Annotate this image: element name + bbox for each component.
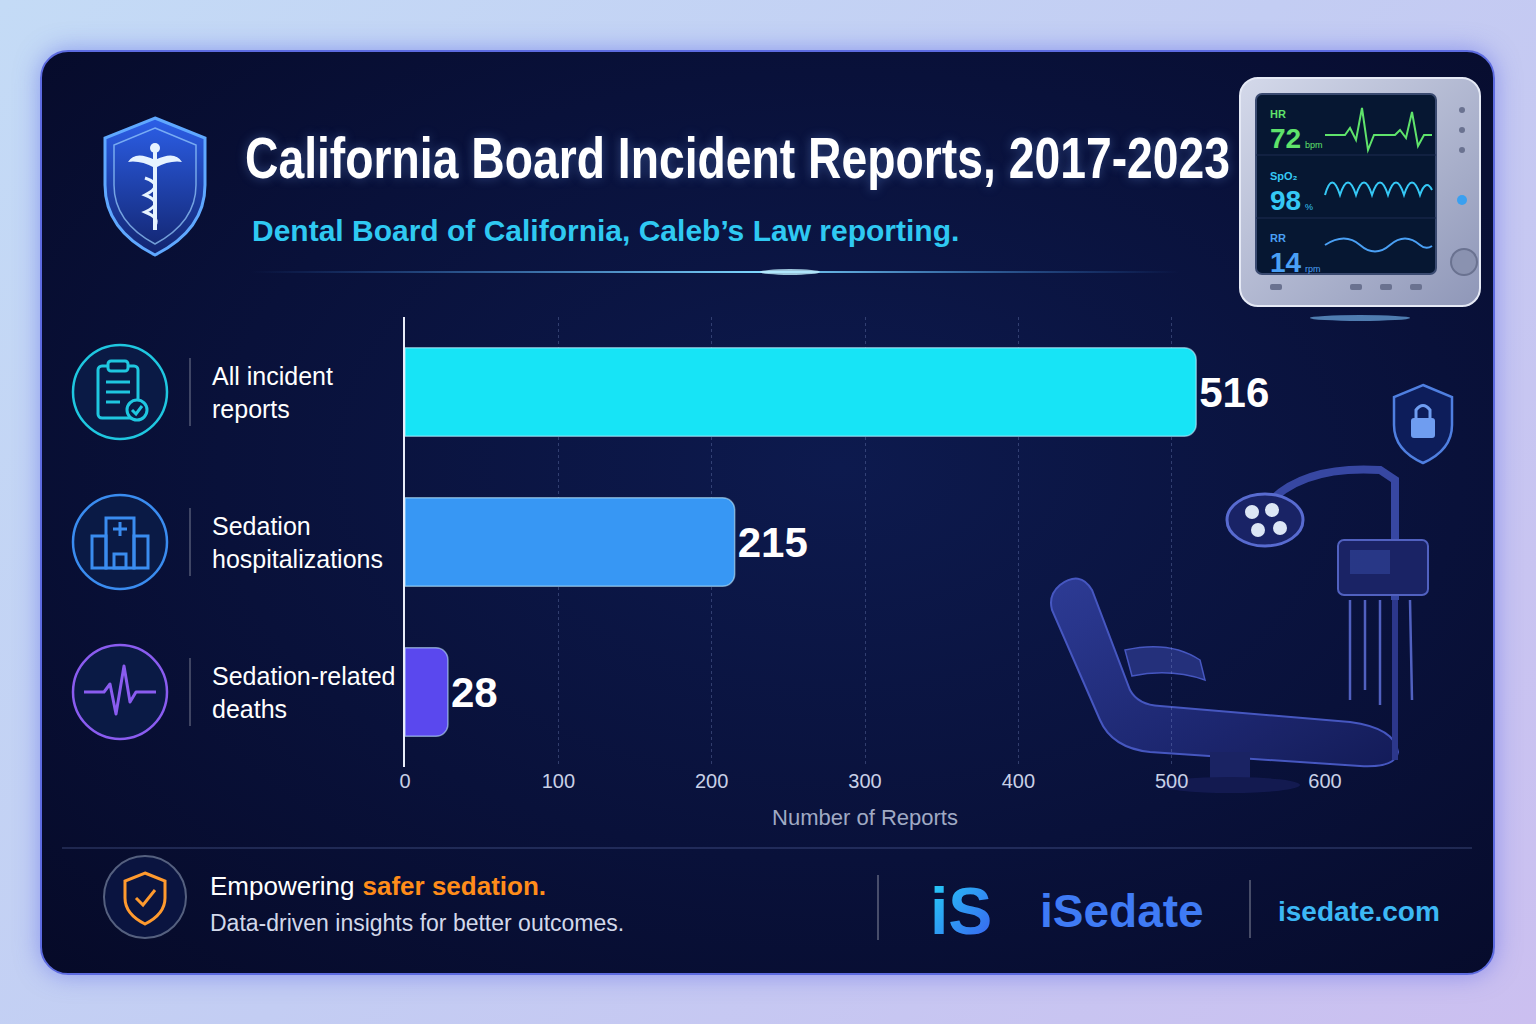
html-text:iSedate: iSedate bbox=[1040, 885, 1204, 937]
html-text:California Board Incident Repo: California Board Incident Reports, 2017-… bbox=[245, 125, 1230, 190]
svg-text:RR: RR bbox=[1270, 232, 1286, 244]
html-text:Dental Board of California, Ca: Dental Board of California, Caleb’s Law … bbox=[252, 214, 960, 247]
svg-text:Sedationhospitalizations: Sedationhospitalizations bbox=[212, 512, 383, 573]
svg-text:500: 500 bbox=[1155, 770, 1188, 792]
svg-text:98: 98 bbox=[1270, 185, 1301, 216]
svg-text:100: 100 bbox=[542, 770, 575, 792]
html-text:Data-driven insights for bette: Data-driven insights for better outcomes… bbox=[210, 910, 625, 936]
svg-text:400: 400 bbox=[1002, 770, 1035, 792]
svg-text:iS: iS bbox=[930, 874, 992, 948]
svg-text:0: 0 bbox=[399, 770, 410, 792]
svg-text:bpm: bpm bbox=[1305, 140, 1323, 150]
svg-text:Number of Reports: Number of Reports bbox=[772, 805, 958, 830]
svg-text:600: 600 bbox=[1308, 770, 1341, 792]
svg-text:14: 14 bbox=[1270, 247, 1302, 278]
svg-text:rpm: rpm bbox=[1305, 264, 1321, 274]
svg-text:72: 72 bbox=[1270, 123, 1301, 154]
html-text:Empowering safer sedation.: Empowering safer sedation. bbox=[210, 871, 546, 901]
svg-text:28: 28 bbox=[451, 669, 498, 716]
svg-text:HR: HR bbox=[1270, 108, 1286, 120]
svg-text:All incidentreports: All incidentreports bbox=[212, 362, 333, 423]
svg-text:%: % bbox=[1305, 202, 1313, 212]
html-text:isedate.com: isedate.com bbox=[1278, 896, 1440, 927]
svg-text:200: 200 bbox=[695, 770, 728, 792]
svg-text:215: 215 bbox=[738, 519, 808, 566]
svg-text:Sedation-relateddeaths: Sedation-relateddeaths bbox=[212, 662, 395, 723]
svg-text:516: 516 bbox=[1199, 369, 1269, 416]
svg-text:300: 300 bbox=[848, 770, 881, 792]
svg-text:SpO₂: SpO₂ bbox=[1270, 170, 1298, 182]
